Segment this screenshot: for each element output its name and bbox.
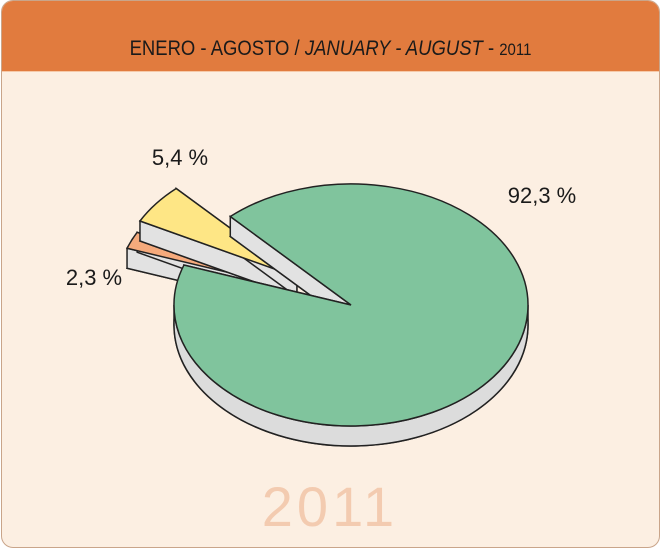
title-part: 2011 [499, 40, 532, 59]
data-label: 92,3 % [508, 183, 577, 208]
data-label: 5,4 % [152, 145, 208, 170]
title-part: - [482, 37, 500, 60]
title-part: ENERO - AGOSTO / [129, 37, 305, 60]
header-title: ENERO - AGOSTO / JANUARY - AUGUST - 2011 [41, 37, 619, 61]
title-part: JANUARY - AUGUST [304, 37, 483, 60]
slice [173, 183, 529, 447]
data-label: 2,3 % [66, 265, 122, 290]
watermark: 2011 [262, 475, 398, 538]
slice [138, 187, 298, 299]
header [2, 1, 659, 72]
slice-top [173, 183, 529, 427]
